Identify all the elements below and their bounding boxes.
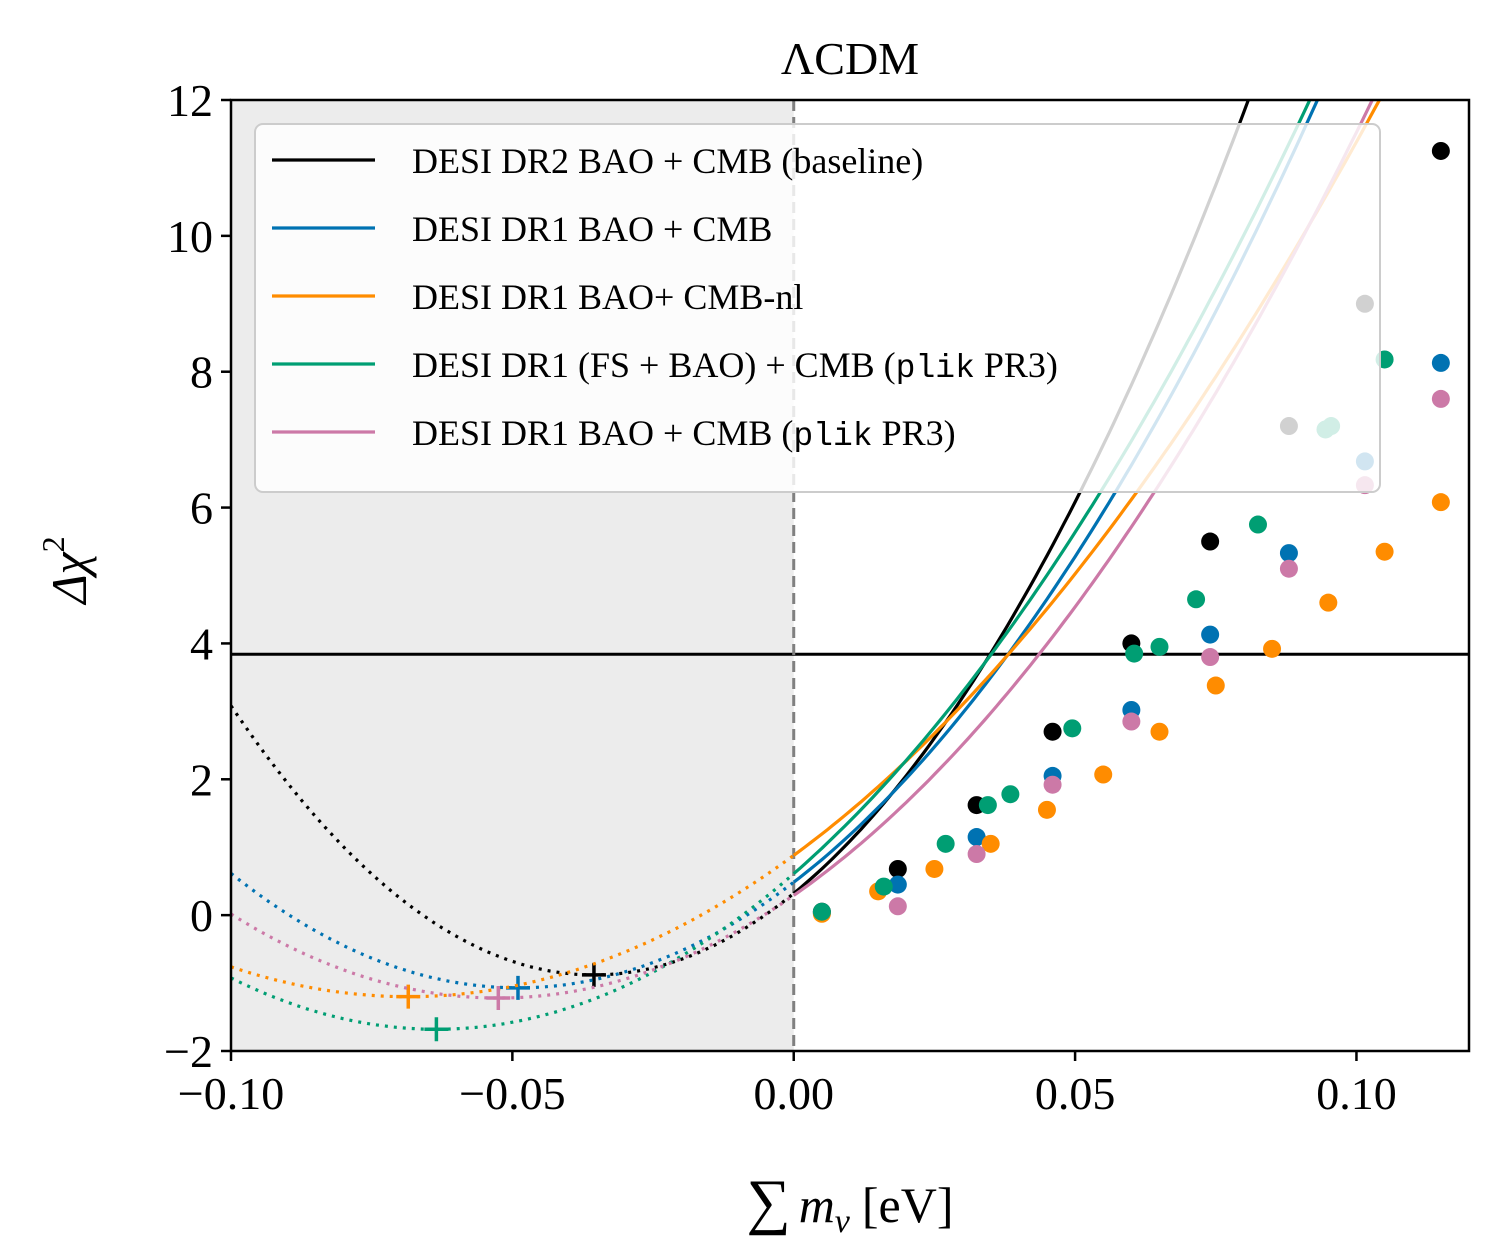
series-3-point [1125,644,1144,663]
y-tick-label: 4 [190,618,213,669]
chart-title: ΛCDM [781,33,919,84]
y-tick-label: 8 [190,347,213,398]
series-2-extrapolation [231,854,795,999]
series-4-point [1122,712,1141,731]
legend-label-1: DESI DR1 BAO + CMB [412,209,772,249]
series-2-point [1375,542,1394,561]
series-0-point [888,859,907,878]
x-label-sum: ∑ [746,1168,790,1236]
series-4-point [888,897,907,916]
y-label-delta: Δχ [41,550,97,605]
series-3-point [874,877,893,896]
series-0-minimum-marker [581,962,606,987]
axes-frame [229,98,1471,1053]
legend-label-part: plik [793,418,872,455]
x-label-unit: [eV] [862,1177,954,1233]
series-2-minimum-marker [396,984,421,1009]
series-3-point [1063,719,1082,738]
y-axis-label: Δχ2 [35,536,97,605]
series-4-point [1043,775,1062,794]
series-1-extrapolation [231,872,795,990]
series-3-minimum-marker [424,1017,449,1042]
legend-label-part: PR3) [975,345,1058,385]
y-tick-label: 0 [190,890,213,941]
y-tick-label: 2 [190,754,213,805]
series-2-point [1263,639,1282,658]
series-1-point [1279,544,1298,563]
y-tick-label: 12 [167,75,213,126]
series-0-extrapolation [231,704,795,977]
legend-label-part: DESI DR1 BAO + CMB ( [412,413,793,453]
x-tick-label: −0.05 [459,1068,565,1119]
x-tick-label: 0.10 [1316,1068,1397,1119]
series-2-point [1206,676,1225,695]
series-4-minimum-marker [486,986,511,1011]
x-tick-label: 0.00 [753,1068,834,1119]
legend-label-part: DESI DR2 BAO + CMB (baseline) [412,141,923,181]
y-label-sup: 2 [35,536,71,552]
legend-label-part: DESI DR1 BAO + CMB [412,209,772,249]
series-2-point [981,834,1000,853]
series-4-point [967,845,986,864]
series-3-point [1001,785,1020,804]
legend-label-part: DESI DR1 BAO+ CMB-nl [412,277,803,317]
series-1-point [1201,625,1220,644]
y-tick-label: 6 [190,483,213,534]
legend-box [254,123,1381,493]
axes: −0.10 −0.05 0.00 0.05 0.10 −2 0 2 4 6 8 10 12 [164,75,1471,1119]
legend-label-part: DESI DR1 (FS + BAO) + CMB ( [412,345,896,385]
legend-label-2: DESI DR1 BAO+ CMB-nl [412,277,803,317]
series-2-point [1431,493,1450,512]
x-axis-label: ∑ mν [eV] [746,1168,953,1240]
series-1-point [888,875,907,894]
x-label-var: m [799,1177,835,1233]
series-2-point [1319,593,1338,612]
series-1-point [1431,353,1450,372]
legend-label-part: PR3) [873,413,956,453]
y-tick-label: −2 [164,1026,213,1077]
series-2-point [925,859,944,878]
series-3-point [978,796,997,815]
legend-label-0: DESI DR2 BAO + CMB (baseline) [412,141,923,181]
x-tick-label: 0.05 [1035,1068,1116,1119]
series-3-point [936,834,955,853]
x-label-sub: ν [835,1203,851,1240]
y-tick-label: 10 [167,211,213,262]
series-3-extrapolation [231,872,795,1031]
series-1-point [967,828,986,847]
series-0-point [1043,722,1062,741]
series-2-point [1037,800,1056,819]
series-2-point [1150,722,1169,741]
x-tick-label: −0.10 [178,1068,284,1119]
series-0-point [1431,141,1450,160]
series-4-point [1201,648,1220,667]
series-4-point [1431,389,1450,408]
series-1-minimum-marker [505,975,530,1000]
series-3-point [1150,637,1169,656]
legend-label-3: DESI DR1 (FS + BAO) + CMB (plik PR3) [412,345,1058,387]
legend-label-part: plik [896,350,975,387]
series-0-point [1201,532,1220,551]
series-2-point [1094,765,1113,784]
series-4-extrapolation [231,894,795,1000]
legend-label-4: DESI DR1 BAO + CMB (plik PR3) [412,413,956,455]
series-3-point [1248,515,1267,534]
series-3-point [1187,590,1206,609]
series-3-point [812,902,831,921]
series-4-point [1279,559,1298,578]
legend: DESI DR2 BAO + CMB (baseline) DESI DR1 BA… [254,123,1381,493]
